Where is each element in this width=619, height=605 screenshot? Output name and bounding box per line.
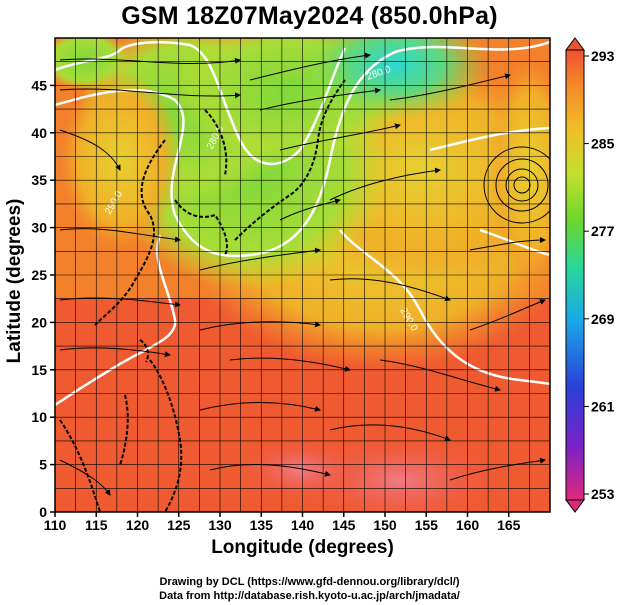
colorbar-tick-label: 293 [591, 48, 615, 64]
wind-streamlines [59, 52, 550, 496]
credit-drawing: Drawing by DCL (https://www.gfd-dennou.o… [159, 576, 460, 588]
colorbar-tick-label: 269 [591, 311, 615, 327]
y-tick-label: 15 [31, 362, 47, 378]
colorbar-tick-label: 277 [591, 223, 615, 239]
x-tick-label: 145 [332, 517, 356, 533]
y-tick-label: 45 [31, 77, 47, 93]
colorbar-bottom-arrow [565, 499, 585, 513]
x-tick-label: 140 [291, 517, 315, 533]
y-tick-label: 20 [31, 314, 47, 330]
x-tick-label: 135 [250, 517, 274, 533]
colorbar-tick-label: 261 [591, 398, 615, 414]
colorbar-tick-label: 253 [591, 486, 615, 502]
x-tick-label: 115 [85, 517, 108, 533]
colorbar: 293 285 277 269 261 253 [565, 37, 615, 513]
x-tick-label: 130 [208, 517, 232, 533]
colorbar-scale [565, 49, 585, 501]
x-axis-label: Longitude (degrees) [211, 537, 394, 558]
x-tick-label: 155 [415, 517, 439, 533]
y-axis-ticks: 0 5 10 15 20 25 30 35 40 45 [31, 77, 55, 520]
colorbar-ticks: 293 285 277 269 261 253 [584, 48, 615, 502]
temperature-field: 280.0 280.0 290.0 290.0 [55, 38, 550, 512]
x-tick-label: 120 [126, 517, 150, 533]
x-tick-label: 125 [167, 517, 191, 533]
x-tick-label: 150 [373, 517, 397, 533]
y-tick-label: 40 [31, 125, 47, 141]
x-axis-ticks: 110 115 120 125 130 135 140 145 150 155 160 165 [44, 512, 521, 533]
lat-lon-grid [54, 37, 551, 513]
y-axis-label: Latitude (degrees) [4, 198, 25, 364]
credit-data: Data from http://database.rish.kyoto-u.a… [159, 590, 460, 602]
map-title: GSM 18Z07May2024 (850.0hPa) [121, 2, 498, 30]
y-tick-label: 10 [31, 409, 47, 425]
colorbar-tick-label: 285 [591, 136, 615, 152]
x-tick-label: 110 [44, 517, 67, 533]
y-tick-label: 35 [31, 172, 47, 188]
y-tick-label: 30 [31, 220, 47, 236]
y-tick-label: 25 [31, 267, 47, 283]
y-tick-label: 5 [39, 457, 47, 473]
x-tick-label: 160 [456, 517, 480, 533]
coastlines [59, 79, 346, 512]
y-tick-label: 0 [39, 504, 47, 520]
x-tick-label: 165 [497, 517, 521, 533]
colorbar-top-arrow [565, 37, 585, 51]
